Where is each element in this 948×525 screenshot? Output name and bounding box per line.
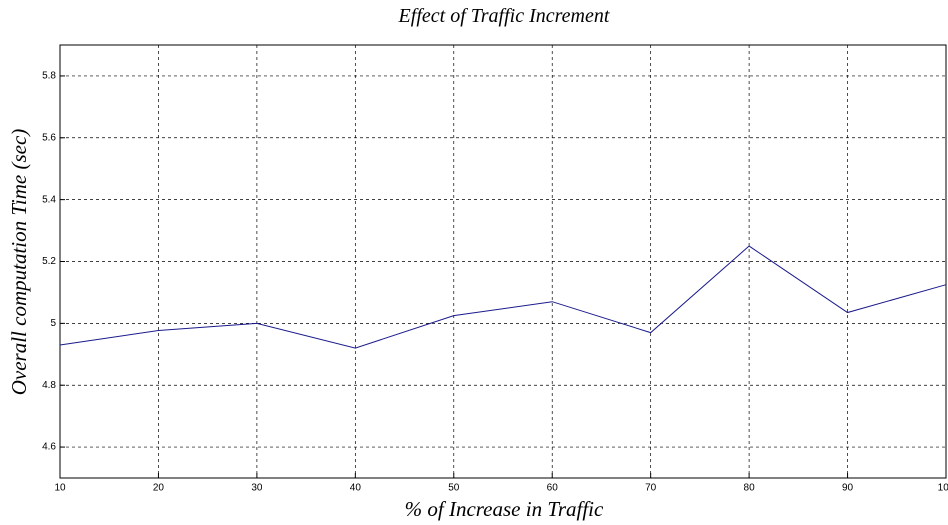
y-tick-label: 5.8 [42,71,56,82]
x-tick-label: 10 [54,483,66,494]
y-axis-label: Overall computation Time (sec) [7,129,31,396]
y-tick-label: 5.4 [42,194,56,205]
y-tick-label: 4.8 [42,380,56,391]
x-tick-label: 30 [251,483,263,494]
y-tick-label: 5.6 [42,132,56,143]
data-line [59,245,947,349]
x-tick-label: 90 [842,483,854,494]
y-tick-label: 5.2 [42,256,56,267]
y-tick-label: 4.6 [42,442,56,453]
x-axis-label: % of Increase in Traffic [405,497,604,521]
y-tick-label: 5 [50,318,56,329]
x-tick-label: 80 [744,483,756,494]
chart-title: Effect of Traffic Increment [398,5,610,27]
x-tick-label: 50 [448,483,460,494]
x-tick-label: 20 [153,483,165,494]
x-tick-label: 100 [938,483,948,494]
x-tick-label: 70 [645,483,657,494]
x-tick-label: 40 [350,483,362,494]
x-tick-label: 60 [547,483,559,494]
